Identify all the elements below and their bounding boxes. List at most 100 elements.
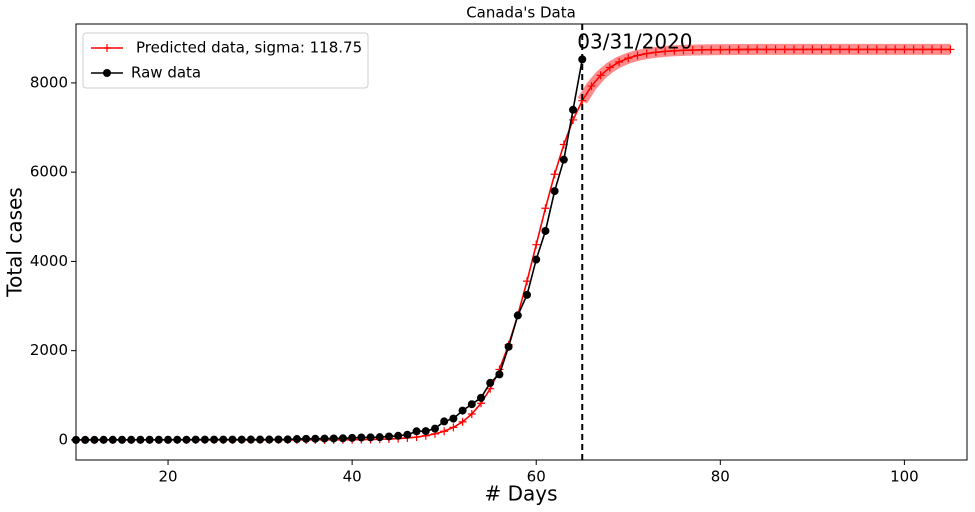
- point-marker: [127, 435, 136, 444]
- point-marker: [274, 435, 283, 444]
- point-marker: [292, 435, 301, 444]
- x-tick-label: 20: [158, 468, 177, 486]
- point-marker: [541, 226, 550, 235]
- point-marker: [136, 435, 145, 444]
- y-tick-label: 4000: [30, 252, 68, 270]
- point-marker: [900, 45, 909, 54]
- point-marker: [697, 45, 706, 54]
- x-tick-label: 80: [711, 468, 730, 486]
- point-marker: [440, 427, 449, 436]
- y-axis-label: Total cases: [3, 187, 27, 297]
- x-tick-label: 100: [890, 468, 919, 486]
- point-marker: [734, 45, 743, 54]
- plot-frame: [75, 23, 968, 461]
- point-marker: [467, 400, 476, 409]
- point-marker: [596, 71, 605, 80]
- series-line: [76, 59, 584, 441]
- legend-label: Predicted data, sigma: 118.75: [136, 39, 362, 57]
- point-marker: [762, 45, 771, 54]
- point-marker: [716, 45, 725, 54]
- point-marker: [808, 45, 817, 54]
- plot-area: [72, 43, 955, 444]
- point-marker: [412, 427, 421, 436]
- point-marker: [679, 46, 688, 55]
- point-marker: [338, 434, 347, 443]
- point-marker: [154, 435, 163, 444]
- annotation: 03/31/2020: [577, 30, 692, 54]
- point-marker: [891, 45, 900, 54]
- point-marker: [302, 434, 311, 443]
- point-marker: [780, 45, 789, 54]
- point-marker: [477, 393, 485, 402]
- point-marker: [467, 410, 476, 419]
- point-marker: [559, 155, 568, 164]
- point-marker: [182, 435, 191, 444]
- point-marker: [541, 204, 550, 213]
- x-tick-label: 60: [527, 468, 546, 486]
- point-marker: [108, 435, 117, 444]
- point-marker: [449, 423, 458, 432]
- point-marker: [789, 45, 798, 54]
- point-marker: [375, 433, 384, 442]
- point-marker: [90, 435, 99, 444]
- point-marker: [81, 435, 90, 444]
- point-marker: [366, 433, 375, 442]
- point-marker: [642, 49, 651, 58]
- point-marker: [946, 45, 955, 54]
- point-marker: [725, 45, 734, 54]
- point-marker: [430, 424, 439, 433]
- chart-title: Canada's Data: [466, 4, 576, 22]
- point-marker: [817, 45, 826, 54]
- point-marker: [872, 45, 881, 54]
- point-marker: [384, 432, 393, 441]
- point-marker: [532, 255, 541, 264]
- legend-label: Raw data: [131, 64, 201, 82]
- point-marker: [421, 427, 430, 436]
- y-tick-label: 0: [58, 430, 68, 448]
- point-marker: [311, 434, 320, 443]
- point-marker: [863, 45, 872, 54]
- point-marker: [651, 48, 660, 57]
- point-marker: [928, 45, 937, 54]
- point-marker: [348, 433, 357, 442]
- point-marker: [219, 435, 228, 444]
- legend-box: [82, 32, 369, 89]
- point-marker: [771, 45, 780, 54]
- point-marker: [237, 435, 246, 444]
- legend-marker: [103, 69, 111, 77]
- point-marker: [320, 434, 329, 443]
- point-marker: [394, 431, 403, 440]
- point-marker: [550, 170, 559, 179]
- point-marker: [283, 435, 292, 444]
- x-axis-label: # Days: [484, 482, 557, 506]
- point-marker: [440, 417, 449, 426]
- point-marker: [743, 45, 752, 54]
- point-marker: [854, 45, 863, 54]
- point-marker: [523, 277, 532, 286]
- point-marker: [633, 51, 642, 60]
- point-marker: [329, 434, 338, 443]
- point-marker: [569, 105, 578, 114]
- point-marker: [513, 311, 522, 320]
- point-marker: [707, 45, 716, 54]
- point-marker: [845, 45, 854, 54]
- point-marker: [486, 378, 495, 387]
- point-marker: [504, 342, 513, 351]
- point-marker: [918, 45, 927, 54]
- y-tick-label: 6000: [30, 163, 68, 181]
- point-marker: [357, 433, 366, 442]
- point-marker: [256, 435, 265, 444]
- point-marker: [191, 435, 200, 444]
- point-marker: [458, 417, 467, 426]
- point-marker: [118, 435, 127, 444]
- point-marker: [99, 435, 108, 444]
- series-line: [76, 48, 951, 441]
- point-marker: [587, 82, 596, 91]
- point-marker: [458, 406, 467, 415]
- point-marker: [688, 46, 697, 55]
- legend-marker: [103, 44, 111, 52]
- point-marker: [403, 430, 412, 439]
- point-marker: [799, 45, 808, 54]
